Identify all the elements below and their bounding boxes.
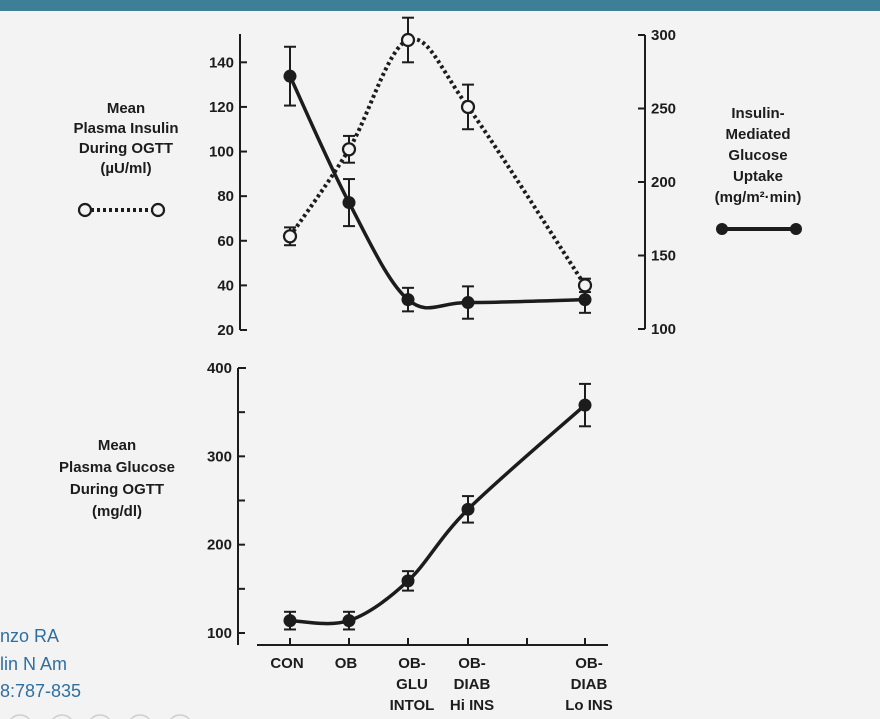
insulin-point — [577, 278, 593, 293]
x-category-label: OB- — [398, 655, 426, 672]
glucose-tick-label: 200 — [207, 537, 232, 554]
glucose-point — [578, 398, 592, 412]
uptake-point — [283, 69, 297, 83]
insulin-tick-label: 80 — [217, 188, 234, 205]
glucose-point — [342, 614, 356, 628]
slide-nav-controls[interactable] — [0, 713, 220, 719]
x-category-label: OB- — [575, 655, 603, 672]
citation-line-1: nzo RA — [0, 626, 60, 646]
citation-line-3: 8:787-835 — [0, 681, 82, 701]
x-category-label: INTOL — [390, 697, 435, 714]
insulin-tick-label: 20 — [217, 322, 234, 339]
x-category-label: GLU — [396, 676, 428, 693]
x-category-label: Lo INS — [565, 697, 613, 714]
insulin-tick-label: 100 — [209, 144, 234, 161]
glucose-tick-label: 100 — [207, 625, 232, 642]
x-category-label: CON — [270, 655, 303, 672]
insulin-series-line — [288, 37, 587, 287]
x-category-label: DIAB — [571, 676, 608, 693]
x-category-label: OB- — [458, 655, 486, 672]
glucose-tick-label: 300 — [207, 448, 232, 465]
top-banner-bar — [0, 0, 880, 11]
uptake-point — [578, 293, 592, 307]
uptake-tick-label: 300 — [651, 27, 676, 44]
insulin-point — [341, 142, 357, 157]
uptake-axis-title: Insulin- Mediated Glucose Uptake (mg/m²·… — [714, 105, 802, 206]
glucose-tick-label: 400 — [207, 360, 232, 377]
insulin-axis-title: Mean Plasma Insulin During OGTT (µU/ml) — [73, 100, 179, 177]
uptake-series-line — [288, 75, 586, 310]
insulin-tick-label: 140 — [209, 54, 234, 71]
uptake-tick-label: 200 — [651, 174, 676, 191]
x-category-label: Hi INS — [450, 697, 494, 714]
x-category-label: OB — [335, 655, 358, 672]
uptake-legend-symbol — [716, 223, 802, 235]
citation-line-2: lin N Am — [0, 654, 68, 674]
glucose-axis-title: Mean Plasma Glucose During OGTT (mg/dl) — [59, 437, 175, 520]
insulin-tick-label: 120 — [209, 99, 234, 116]
insulin-point — [400, 32, 416, 48]
insulin-legend-symbol — [77, 202, 166, 218]
insulin-point — [282, 229, 298, 244]
insulin-point — [460, 99, 476, 115]
uptake-point — [342, 196, 356, 210]
insulin-tick-label: 40 — [217, 277, 234, 294]
glucose-point — [461, 502, 475, 516]
uptake-tick-label: 250 — [651, 101, 676, 118]
glucose-point — [401, 574, 415, 588]
glucose-series-line — [289, 403, 587, 626]
uptake-tick-label: 100 — [651, 321, 676, 338]
glucose-point — [283, 614, 297, 628]
x-category-label: DIAB — [454, 676, 491, 693]
insulin-tick-label: 60 — [217, 233, 234, 250]
uptake-tick-label: 150 — [651, 248, 676, 265]
uptake-point — [461, 296, 475, 310]
uptake-point — [401, 293, 415, 307]
